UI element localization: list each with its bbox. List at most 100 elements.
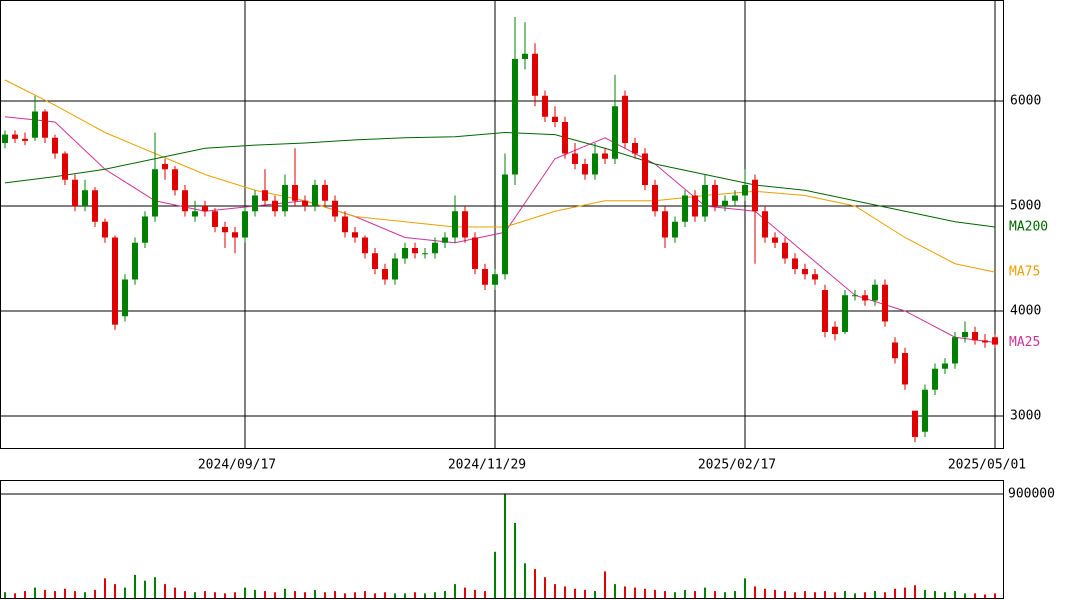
candle-body: [442, 237, 448, 243]
candle-body: [722, 200, 728, 206]
candle-body: [402, 247, 408, 259]
y-tick-label: 900000: [1008, 486, 1055, 501]
candle-body: [642, 153, 648, 185]
volume-bar: [144, 580, 146, 598]
volume-bar: [184, 591, 186, 598]
candle-body: [592, 153, 598, 175]
candle-body: [652, 184, 658, 212]
candle-body: [912, 410, 918, 437]
volume-bar: [624, 586, 626, 598]
volume-bar: [904, 587, 906, 598]
volume-bar: [934, 591, 936, 598]
candle-body: [702, 184, 708, 217]
candle-body: [82, 190, 88, 206]
candle-body: [472, 237, 478, 269]
volume-bar: [724, 592, 726, 598]
candle-body: [782, 242, 788, 259]
candle-body: [92, 190, 98, 222]
candle-body: [862, 295, 868, 301]
candle-body: [412, 247, 418, 254]
candle-body: [152, 169, 158, 217]
volume-bar: [834, 592, 836, 598]
candle-body: [872, 284, 878, 301]
volume-bar: [34, 587, 36, 598]
candle-body: [182, 190, 188, 212]
candle-body: [142, 216, 148, 243]
volume-bar: [864, 592, 866, 598]
volume-bar: [124, 587, 126, 598]
candle-body: [172, 169, 178, 191]
volume-bar: [704, 587, 706, 598]
candle-body: [52, 137, 58, 154]
volume-bar: [794, 592, 796, 598]
y-tick-label: 3000: [1010, 408, 1041, 423]
candle-body: [622, 95, 628, 143]
candle-body: [72, 179, 78, 206]
volume-bar: [374, 593, 376, 598]
volume-bar: [634, 587, 636, 598]
volume-bar: [324, 592, 326, 598]
candle-body: [662, 211, 668, 238]
volume-bar: [594, 591, 596, 598]
volume-bar: [384, 592, 386, 598]
volume-bar: [754, 586, 756, 598]
volume-bar: [604, 571, 606, 598]
candle-body: [322, 184, 328, 201]
volume-bar: [784, 591, 786, 598]
candle-body: [542, 95, 548, 117]
y-tick-label: 5000: [1010, 198, 1041, 213]
volume-bar: [984, 594, 986, 598]
candle-body: [262, 190, 268, 201]
candle-body: [342, 216, 348, 233]
candle-body: [132, 242, 138, 280]
candle-body: [992, 337, 998, 345]
volume-bar: [244, 587, 246, 598]
candle-body: [432, 242, 438, 254]
volume-bar: [44, 589, 46, 598]
volume-bar: [434, 592, 436, 598]
candle-body: [422, 253, 428, 255]
volume-panel: [0, 480, 1004, 599]
y-tick-label: 4000: [1010, 303, 1041, 318]
volume-bar: [644, 588, 646, 598]
volume-bar: [924, 589, 926, 598]
candle-body: [802, 268, 808, 275]
candle-body: [32, 111, 38, 138]
volume-bar: [714, 591, 716, 598]
volume-bar: [954, 591, 956, 598]
candle-body: [252, 195, 258, 212]
candle-body: [392, 258, 398, 280]
candle-body: [112, 237, 118, 325]
volume-bar: [74, 591, 76, 598]
volume-bar: [854, 593, 856, 598]
candle-body: [232, 232, 238, 238]
volume-bar: [364, 591, 366, 598]
legend-label: MA75: [1009, 265, 1040, 280]
volume-bar: [194, 592, 196, 598]
candle-body: [222, 226, 228, 233]
volume-bar: [504, 493, 506, 598]
volume-bar: [774, 589, 776, 598]
volume-bar: [544, 577, 546, 598]
candle-body: [922, 389, 928, 432]
candle-body: [122, 279, 128, 317]
candle-body: [952, 337, 958, 364]
candle-body: [502, 174, 508, 275]
candle-body: [482, 268, 488, 285]
candle-body: [812, 274, 818, 280]
volume-bar: [284, 588, 286, 598]
x-tick-label: 2025/05/01: [948, 458, 1026, 473]
candle-body: [712, 184, 718, 206]
candle-body: [582, 163, 588, 175]
candle-body: [102, 221, 108, 238]
candle-body: [842, 295, 848, 332]
candle-body: [312, 184, 318, 206]
candle-body: [832, 326, 838, 335]
candle-body: [692, 195, 698, 217]
volume-bar: [944, 592, 946, 598]
volume-bar: [14, 593, 16, 598]
candle-body: [202, 205, 208, 212]
candle-body: [792, 258, 798, 269]
volume-bar: [474, 589, 476, 598]
